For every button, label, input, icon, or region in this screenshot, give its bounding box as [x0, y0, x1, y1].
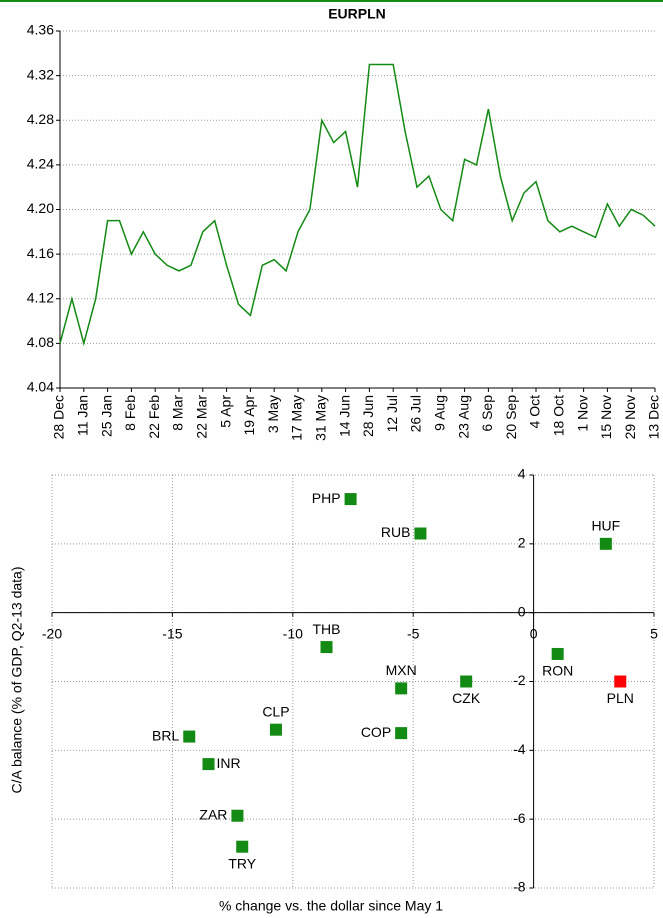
x-tick-label: 4 Oct — [527, 395, 543, 429]
x-tick-label: 15 Nov — [598, 395, 614, 439]
y-tick-label: -6 — [513, 810, 526, 826]
x-tick-label: 12 Jul — [384, 395, 400, 432]
y-tick-label: 4.16 — [27, 245, 54, 261]
y-tick-label: 4.24 — [27, 156, 54, 172]
point-label: RON — [542, 663, 573, 679]
y-tick-label: 2 — [518, 535, 526, 551]
point-label: INR — [217, 755, 241, 771]
point-label: CLP — [262, 703, 289, 719]
point — [236, 840, 249, 853]
y-tick-label: -8 — [513, 879, 526, 895]
x-axis-label: % change vs. the dollar since May 1 — [219, 898, 443, 914]
x-tick-label: 3 May — [265, 395, 281, 433]
x-tick-label: 31 May — [313, 395, 329, 441]
x-tick-label: -10 — [283, 625, 303, 641]
point-label: PLN — [607, 690, 634, 706]
x-tick-label: 5 Apr — [217, 395, 233, 428]
x-tick-label: 13 Dec — [646, 395, 662, 439]
point-label: PHP — [312, 490, 341, 506]
point-label: TRY — [228, 855, 256, 871]
y-tick-label: 4.12 — [27, 289, 54, 305]
x-tick-label: -15 — [162, 625, 182, 641]
y-tick-label: 4.32 — [27, 66, 54, 82]
point-label: CZK — [452, 690, 481, 706]
x-tick-label: 28 Dec — [51, 395, 67, 439]
point — [344, 493, 357, 506]
x-tick-label: 28 Jun — [360, 395, 376, 437]
x-tick-label: 1 Nov — [574, 395, 590, 432]
x-tick-label: 8 Mar — [170, 395, 186, 431]
x-tick-label: 19 Apr — [241, 395, 257, 436]
point — [395, 682, 408, 695]
x-tick-label: 26 Jul — [408, 395, 424, 432]
x-tick-label: 14 Jun — [336, 395, 352, 437]
y-tick-label: 4.36 — [27, 22, 54, 38]
y-tick-label: 4.20 — [27, 200, 54, 216]
point-label: MXN — [386, 662, 417, 678]
point-label: HUF — [591, 518, 620, 534]
y-tick-label: -4 — [513, 741, 526, 757]
x-tick-label: -5 — [407, 625, 420, 641]
y-axis-label: C/A balance (% of GDP, Q2-13 data) — [9, 567, 25, 794]
point — [183, 730, 196, 743]
point — [269, 723, 282, 736]
point-label: THB — [313, 621, 341, 637]
x-tick-label: 22 Mar — [194, 395, 210, 439]
point-label: COP — [361, 724, 391, 740]
x-tick-label: 23 Aug — [455, 395, 471, 439]
point — [551, 647, 564, 660]
line-series — [59, 63, 656, 347]
point — [414, 527, 427, 540]
point — [231, 809, 244, 822]
point — [202, 758, 215, 771]
y-tick-label: 4.08 — [27, 334, 54, 350]
x-tick-label: 17 May — [289, 395, 305, 441]
point-label: BRL — [152, 727, 179, 743]
x-tick-label: 5 — [650, 625, 658, 641]
point — [320, 641, 333, 654]
y-tick-label: -2 — [513, 672, 526, 688]
point — [460, 675, 473, 688]
x-tick-label: 11 Jan — [75, 395, 91, 436]
y-tick-label: 4.04 — [27, 379, 54, 395]
point — [395, 727, 408, 740]
y-tick-label: 4 — [518, 466, 526, 482]
y-tick-label: 4.28 — [27, 111, 54, 127]
x-tick-label: 6 Sep — [479, 395, 495, 432]
point — [599, 537, 612, 550]
x-tick-label: 8 Feb — [122, 395, 138, 431]
point — [614, 675, 627, 688]
x-tick-label: 22 Feb — [146, 395, 162, 439]
x-tick-label: 29 Nov — [622, 395, 638, 439]
point-label: ZAR — [199, 806, 227, 822]
x-tick-label: 9 Aug — [432, 395, 448, 431]
chart-title: EURPLN — [328, 6, 386, 22]
x-tick-label: -20 — [42, 625, 62, 641]
point-label: RUB — [381, 524, 411, 540]
x-tick-label: 25 Jan — [98, 395, 114, 437]
y-tick-label: 0 — [518, 603, 526, 619]
x-tick-label: 20 Sep — [503, 395, 519, 440]
x-tick-label: 18 Oct — [551, 395, 567, 436]
